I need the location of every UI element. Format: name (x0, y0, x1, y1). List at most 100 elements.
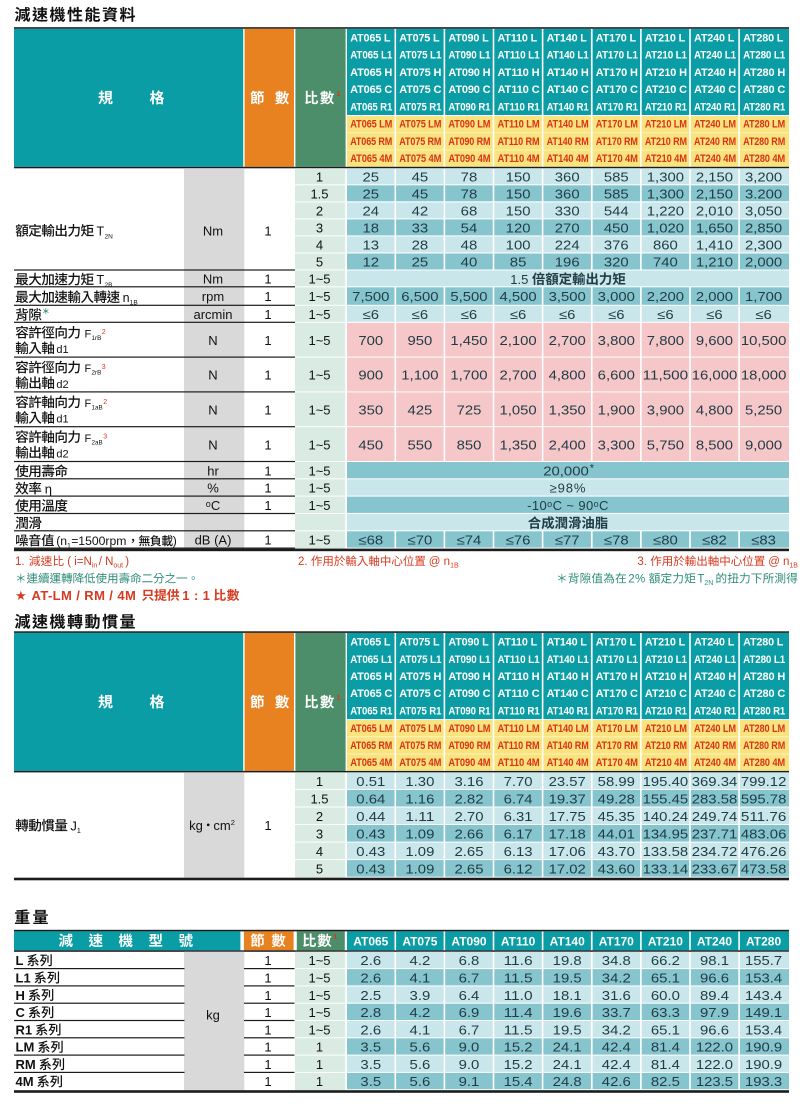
svg-text:6,500: 6,500 (401, 289, 438, 304)
svg-text:1~5: 1~5 (308, 437, 330, 452)
svg-text:AT140 LM: AT140 LM (547, 119, 589, 131)
svg-text:AT090 L: AT090 L (448, 637, 489, 649)
svg-text:2B: 2B (105, 282, 113, 289)
svg-text:700: 700 (358, 333, 383, 348)
svg-text:3,900: 3,900 (647, 403, 684, 418)
svg-text:AT280 H: AT280 H (743, 671, 785, 683)
svg-text:1.30: 1.30 (405, 774, 434, 789)
svg-text:3.200: 3.200 (745, 187, 782, 202)
svg-text:190.9: 190.9 (745, 1040, 782, 1055)
svg-text:3.5: 3.5 (360, 1057, 381, 1072)
svg-text:AT170 RM: AT170 RM (596, 740, 638, 752)
svg-text:1: 1 (264, 272, 271, 287)
svg-text:AT240 LM: AT240 LM (694, 723, 736, 735)
svg-text:19.37: 19.37 (549, 791, 586, 806)
svg-text:3.16: 3.16 (455, 774, 484, 789)
svg-text:6.17: 6.17 (504, 827, 533, 842)
svg-text:AT170 L: AT170 L (596, 32, 637, 44)
svg-text:34.2: 34.2 (602, 1022, 631, 1037)
svg-text:4.1: 4.1 (410, 970, 431, 985)
svg-text:≤78: ≤78 (604, 533, 629, 548)
svg-text:7.70: 7.70 (504, 774, 533, 789)
svg-text:1: 1 (316, 1040, 323, 1055)
svg-text:153.4: 153.4 (745, 970, 782, 985)
svg-text:AT210 4M: AT210 4M (645, 757, 687, 769)
svg-text:3.5: 3.5 (360, 1074, 381, 1089)
svg-text:AT280 L1: AT280 L1 (743, 654, 785, 666)
svg-text:550: 550 (408, 437, 433, 452)
svg-text:AT210 H: AT210 H (645, 67, 687, 79)
svg-text:in: in (92, 563, 98, 570)
svg-text:360: 360 (555, 187, 580, 202)
svg-text:1: 1 (264, 307, 271, 322)
svg-text:AT090 C: AT090 C (448, 84, 490, 96)
svg-text:AT280 RM: AT280 RM (743, 740, 785, 752)
svg-text:Nm: Nm (203, 224, 223, 239)
svg-text:4.2: 4.2 (410, 953, 431, 968)
svg-text:AT210 RM: AT210 RM (645, 136, 687, 148)
svg-text:AT210 LM: AT210 LM (645, 723, 687, 735)
svg-text:0.64: 0.64 (356, 791, 385, 806)
svg-text:AT075 L: AT075 L (399, 637, 440, 649)
svg-text:AT065 RM: AT065 RM (350, 136, 392, 148)
svg-text:AT110 L: AT110 L (498, 32, 538, 44)
svg-text:AT065 RM: AT065 RM (350, 740, 392, 752)
svg-text:96.6: 96.6 (700, 970, 729, 985)
svg-text:7,800: 7,800 (647, 333, 684, 348)
svg-text:950: 950 (408, 333, 433, 348)
svg-text:1B: 1B (789, 563, 798, 570)
svg-text:1,300: 1,300 (647, 170, 684, 185)
svg-text:8,500: 8,500 (696, 437, 733, 452)
svg-text:1~5: 1~5 (308, 481, 330, 496)
svg-text:45: 45 (412, 187, 429, 202)
svg-text:R1: R1 (16, 1022, 33, 1037)
svg-text:≤68: ≤68 (358, 533, 383, 548)
svg-text:AT075 RM: AT075 RM (399, 740, 441, 752)
svg-text:100: 100 (506, 238, 531, 253)
svg-text:5,250: 5,250 (745, 403, 782, 418)
svg-text:≤6: ≤6 (461, 307, 477, 322)
svg-text:2: 2 (102, 329, 106, 336)
svg-text:AT170 C: AT170 C (596, 84, 638, 96)
svg-text:AT170 4M: AT170 4M (596, 757, 638, 769)
svg-text:AT140 L: AT140 L (547, 637, 588, 649)
svg-text:320: 320 (604, 255, 629, 270)
svg-text:AT090 4M: AT090 4M (448, 757, 490, 769)
svg-text:1 : 1: 1 : 1 (182, 588, 210, 603)
svg-text:F: F (85, 398, 92, 410)
svg-text:2.: 2. (298, 556, 308, 568)
svg-text:18: 18 (363, 221, 380, 236)
svg-text:3: 3 (316, 827, 323, 842)
svg-text:9,000: 9,000 (745, 437, 782, 452)
svg-text:0.44: 0.44 (356, 809, 385, 824)
svg-text:2,000: 2,000 (745, 255, 782, 270)
svg-text:544: 544 (604, 204, 629, 219)
svg-text:17.06: 17.06 (549, 844, 586, 859)
svg-text:AT110 C: AT110 C (498, 84, 540, 96)
svg-text:25: 25 (363, 170, 380, 185)
svg-text:1: 1 (264, 224, 271, 239)
svg-text:AT075 4M: AT075 4M (399, 153, 441, 165)
svg-text:AT140 L1: AT140 L1 (547, 654, 589, 666)
svg-text:C: C (16, 1005, 26, 1020)
svg-text:133.14: 133.14 (643, 862, 689, 877)
svg-text:AT110 LM: AT110 LM (498, 119, 540, 131)
svg-text:1: 1 (264, 368, 271, 383)
svg-text:42.4: 42.4 (602, 1057, 631, 1072)
svg-text:≤82: ≤82 (702, 533, 727, 548)
svg-text:473.58: 473.58 (741, 862, 787, 877)
svg-text:2,700: 2,700 (549, 333, 586, 348)
svg-text:hr: hr (207, 463, 219, 478)
svg-text:≤70: ≤70 (408, 533, 433, 548)
svg-text:AT280: AT280 (746, 934, 781, 948)
svg-text:AT210 L: AT210 L (645, 637, 686, 649)
svg-text:85: 85 (510, 255, 527, 270)
svg-text:AT065 L: AT065 L (350, 637, 391, 649)
svg-text:≤77: ≤77 (555, 533, 580, 548)
svg-text:AT090 R1: AT090 R1 (448, 706, 490, 718)
svg-text:AT075 L: AT075 L (399, 32, 440, 44)
svg-text:AT240: AT240 (697, 934, 732, 948)
svg-text:N: N (208, 403, 217, 418)
svg-text:196: 196 (555, 255, 580, 270)
svg-text:AT-LM / RM / 4M: AT-LM / RM / 4M (32, 588, 137, 603)
